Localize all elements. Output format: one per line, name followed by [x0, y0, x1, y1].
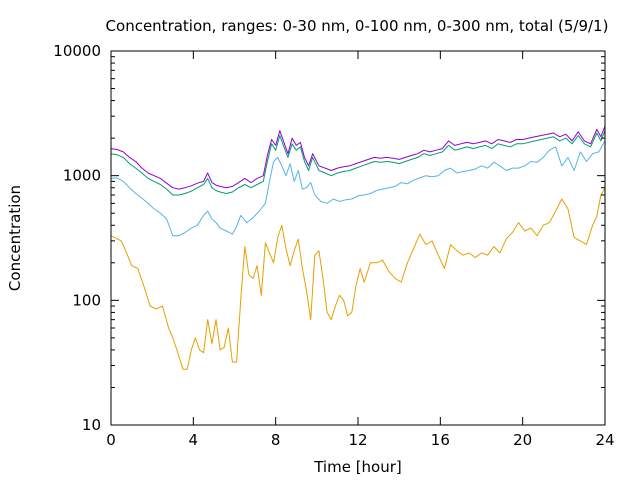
- x-tick-label: 20: [513, 431, 532, 449]
- series-line-1: [110, 188, 606, 370]
- series-line-4: [110, 125, 606, 190]
- y-tick-label: 100: [72, 291, 101, 309]
- chart-title: Concentration, ranges: 0-30 nm, 0-100 nm…: [106, 17, 609, 35]
- x-axis-label: Time [hour]: [313, 458, 402, 476]
- x-tick-label: 8: [271, 431, 281, 449]
- plot-frame: [110, 50, 606, 426]
- x-tick-label: 4: [189, 431, 199, 449]
- y-axis-label: Concentration: [6, 185, 24, 291]
- x-tick-label: 16: [431, 431, 450, 449]
- tick-layer: 10 100 1000 10000 0 4 8 12 16 20 24: [53, 42, 614, 449]
- series-line-2: [110, 140, 606, 237]
- y-tick-label: 10: [82, 416, 101, 434]
- series-layer: [110, 125, 606, 370]
- y-tick-label: 1000: [63, 167, 101, 185]
- x-tick-label: 24: [595, 431, 614, 449]
- x-tick-label: 0: [106, 431, 116, 449]
- series-line-3: [110, 130, 606, 196]
- y-tick-label: 10000: [53, 42, 101, 60]
- x-tick-label: 12: [348, 431, 367, 449]
